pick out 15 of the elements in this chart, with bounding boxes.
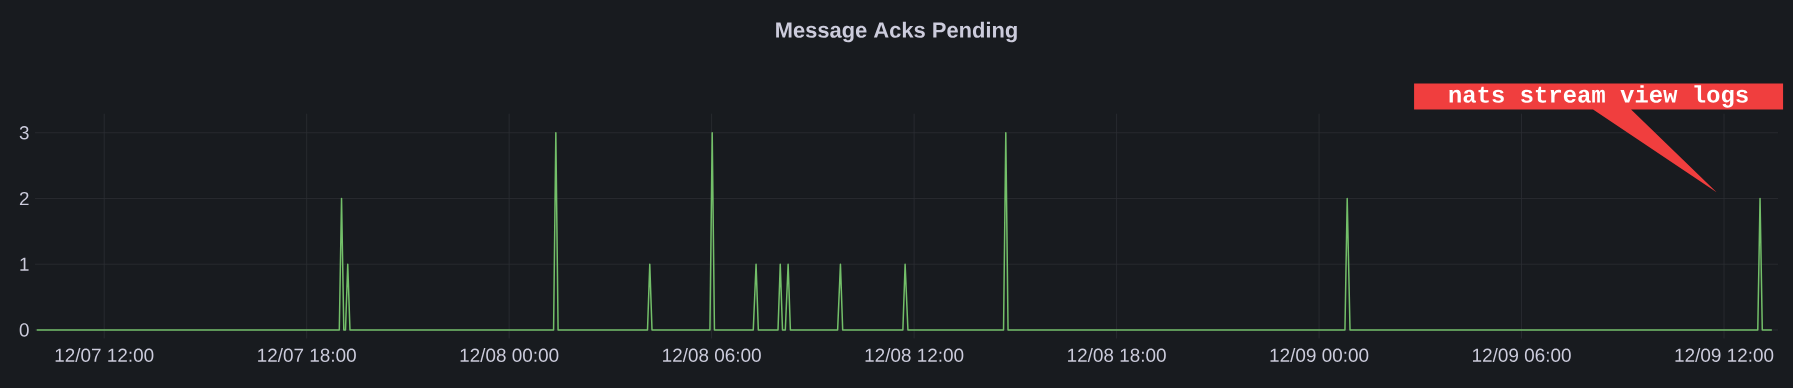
x-tick-label: 12/08 18:00 [1068,348,1166,362]
x-tick-label: 12/08 06:00 [663,348,761,362]
x-tick-label: 12/09 12:00 [1675,348,1774,362]
x-tick-label: 12/08 12:00 [865,348,964,362]
y-tick-label: 1 [20,257,29,271]
x-tick-label: 12/09 06:00 [1473,348,1571,362]
x-tick-label: 12/07 12:00 [55,348,154,362]
y-tick-label: 3 [19,126,29,140]
x-tick-label: 12/09 00:00 [1270,348,1369,362]
text: nats stream view logs [1449,85,1748,108]
chart-title: Message Acks Pending [776,21,1017,43]
x-tick-label: 12/08 00:00 [460,348,559,362]
y-tick-label: 2 [19,191,29,206]
y-tick-label: 0 [19,323,29,337]
x-tick-label: 12/07 18:00 [258,348,356,362]
